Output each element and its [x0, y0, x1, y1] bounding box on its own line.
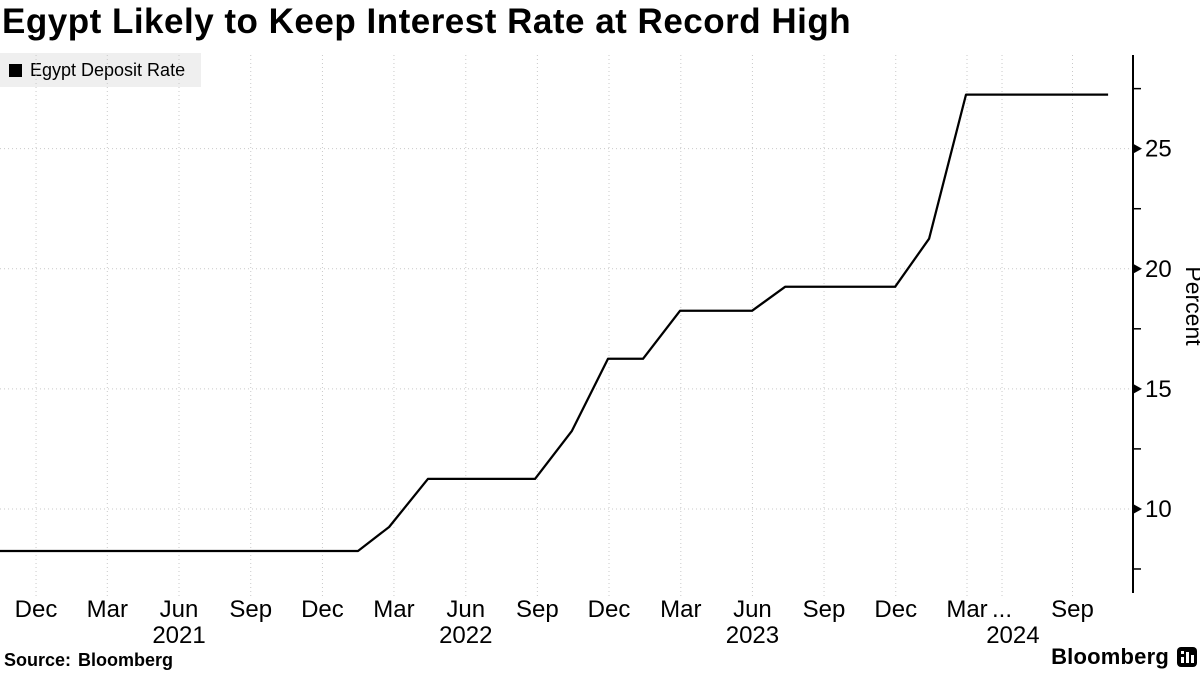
x-tick-label: Sep [1051, 596, 1094, 623]
x-tick-label: Mar [660, 596, 701, 623]
source-value: Bloomberg [78, 650, 174, 670]
chart-title: Egypt Likely to Keep Interest Rate at Re… [2, 2, 852, 41]
x-tick-label: Mar [87, 596, 128, 623]
y-tick-label: 10 [1145, 496, 1172, 523]
legend: Egypt Deposit Rate [0, 53, 202, 87]
x-tick-label: Dec [588, 596, 631, 623]
x-tick-label: Dec [15, 596, 58, 623]
x-year-label: 2023 [726, 622, 779, 649]
x-tick-label: Dec [301, 596, 344, 623]
x-year-label: 2024 [986, 622, 1039, 649]
x-tick-label: Jun [446, 596, 485, 623]
y-tick-arrow-icon [1133, 143, 1142, 154]
x-year-label: 2022 [439, 622, 492, 649]
source-note: Source: Bloomberg [4, 650, 173, 671]
legend-series-label: Egypt Deposit Rate [30, 59, 186, 80]
y-tick-arrow-icon [1133, 263, 1142, 274]
x-tick-label: Sep [803, 596, 846, 623]
y-axis-title: Percent [1181, 266, 1200, 346]
x-tick-label: Mar [946, 596, 987, 623]
x-tick-label: Jun [733, 596, 772, 623]
y-tick-label: 20 [1145, 256, 1172, 283]
x-tick-label: ... [992, 596, 1012, 623]
bloomberg-wordmark: Bloomberg [1051, 644, 1169, 669]
x-tick-label: Sep [516, 596, 559, 623]
y-tick-label: 25 [1145, 136, 1172, 163]
y-tick-arrow-icon [1133, 503, 1142, 514]
x-tick-label: Mar [373, 596, 414, 623]
deposit-rate-line [0, 93, 1109, 553]
source-label: Source: [4, 650, 72, 670]
x-year-label: 2021 [152, 622, 205, 649]
x-tick-label: Sep [229, 596, 272, 623]
legend-swatch-icon [9, 63, 22, 77]
x-tick-label: Jun [160, 596, 199, 623]
y-tick-arrow-icon [1133, 383, 1142, 394]
x-tick-label: Dec [874, 596, 917, 623]
bloomberg-brand: Bloomberg [1051, 644, 1197, 670]
y-tick-label: 15 [1145, 376, 1172, 403]
bloomberg-logo-icon [1177, 647, 1197, 667]
